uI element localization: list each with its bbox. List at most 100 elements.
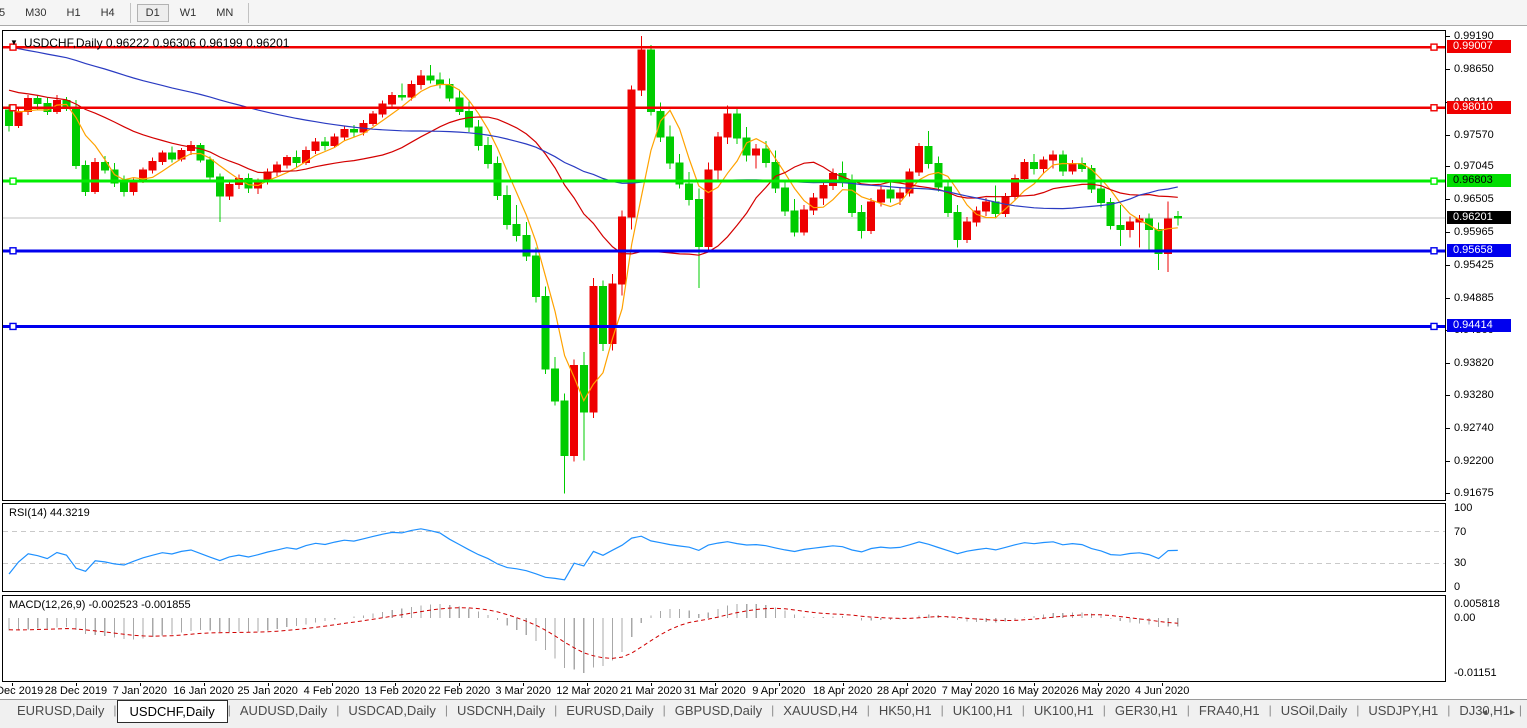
- support-line-0.95658-handle[interactable]: [1430, 247, 1438, 255]
- tab-usdjpy-h1[interactable]: USDJPY,H1: [1368, 703, 1439, 718]
- tab-separator: |: [866, 703, 870, 717]
- candle-body: [340, 129, 349, 138]
- chevron-down-icon[interactable]: ▼: [10, 38, 18, 47]
- rsi-tick-label: 70: [1454, 525, 1467, 538]
- price-tickmark: [1446, 36, 1450, 37]
- tab-separator: |: [1447, 703, 1451, 717]
- timeframe-d1[interactable]: D1: [136, 3, 169, 22]
- resistance-line-0.99007-handle[interactable]: [1430, 43, 1438, 51]
- date-tickmark: [778, 683, 780, 686]
- candle-body: [848, 181, 857, 213]
- candle-body: [646, 49, 655, 112]
- tab-usdchf-daily[interactable]: USDCHF,Daily: [116, 700, 228, 723]
- candle-body: [1039, 159, 1048, 170]
- rsi-chart: [3, 528, 1445, 581]
- timeframe-m5-clipped[interactable]: 5: [0, 6, 6, 19]
- candle-body: [100, 161, 109, 171]
- candle-body: [484, 144, 492, 165]
- candle-body: [206, 159, 215, 178]
- pivot-line-0.96803-handle[interactable]: [9, 177, 17, 185]
- resistance-line-0.98010-handle[interactable]: [1430, 104, 1438, 112]
- price-badge-0.98010: 0.98010: [1447, 100, 1511, 114]
- candle-body: [1154, 228, 1163, 255]
- candle-body: [694, 199, 703, 247]
- pivot-line-0.96803-handle[interactable]: [1430, 177, 1438, 185]
- tab-usdcnh-daily[interactable]: USDCNH,Daily: [456, 703, 546, 718]
- candle-body: [416, 75, 425, 86]
- price-tick-label: 0.91675: [1454, 487, 1494, 499]
- candle-body: [886, 189, 895, 199]
- date-tickmark: [587, 683, 589, 686]
- support-line-0.94414-handle[interactable]: [9, 322, 17, 331]
- tab-audusd-daily[interactable]: AUDUSD,Daily: [239, 703, 328, 718]
- macd-tick-label-zero: 0.00: [1454, 612, 1476, 625]
- candle-body: [493, 163, 502, 196]
- candle-body: [972, 210, 981, 223]
- tab-uk100-h1[interactable]: UK100,H1: [1033, 703, 1094, 718]
- support-line-0.95658-handle[interactable]: [9, 247, 17, 255]
- timeframe-w1[interactable]: W1: [179, 6, 197, 19]
- price-badge-0.96803: 0.96803: [1447, 174, 1511, 188]
- candle-body: [895, 192, 904, 199]
- macd-tick-label-top: 0.005818: [1454, 598, 1500, 610]
- tab-xauusd-h4[interactable]: XAUUSD,H4: [783, 703, 858, 718]
- resistance-line-0.98010-handle[interactable]: [9, 104, 17, 112]
- candle-body: [723, 113, 732, 138]
- candle-body: [598, 286, 607, 345]
- candle-body: [627, 89, 636, 218]
- candle-body: [685, 183, 694, 201]
- tab-ger30-h1[interactable]: GER30,H1: [1114, 703, 1178, 718]
- tab-eurusd-daily[interactable]: EURUSD,Daily: [566, 703, 654, 718]
- tab-usoil-daily[interactable]: USOil,Daily: [1280, 703, 1348, 718]
- candle-body: [445, 84, 454, 99]
- support-line-0.94414-handle[interactable]: [1430, 322, 1438, 331]
- resistance-line-0.99007-handle[interactable]: [9, 43, 17, 51]
- date-tick-label: 19 Dec 2019: [0, 685, 44, 697]
- tab-gbpusd-daily[interactable]: GBPUSD,Daily: [674, 703, 763, 718]
- toolbar-separator: [248, 2, 250, 23]
- tab-separator: |: [1186, 703, 1190, 717]
- candle-body: [474, 126, 483, 146]
- tab-uk100-h1[interactable]: UK100,H1: [952, 703, 1013, 718]
- macd-signal-line: [8, 607, 1178, 659]
- timeframe-h1[interactable]: H1: [66, 6, 81, 19]
- candle-body: [464, 110, 473, 128]
- candle-body: [282, 157, 291, 166]
- ma-fast-orange: [8, 83, 1178, 402]
- candle-body: [24, 98, 33, 112]
- price-badge-0.99007: 0.99007: [1447, 40, 1511, 54]
- candle-body: [656, 110, 665, 138]
- date-tick-label: 4 Feb 2020: [303, 685, 360, 697]
- tab-hk50-h1[interactable]: HK50,H1: [878, 703, 932, 718]
- candle-body: [915, 146, 924, 173]
- tab-eurusd-daily[interactable]: EURUSD,Daily: [17, 703, 105, 718]
- price-tick-label: 0.97570: [1454, 128, 1494, 141]
- candle-body: [1164, 218, 1173, 255]
- candle-body: [560, 400, 569, 457]
- tabs-scroll-left-icon[interactable]: ◂: [1481, 707, 1487, 718]
- tab-dj30-h1[interactable]: DJ30,H1: [1459, 703, 1510, 718]
- date-tickmark: [331, 683, 333, 686]
- date-tick-label: 22 Feb 2020: [428, 685, 491, 697]
- timeframe-mn[interactable]: MN: [216, 6, 234, 19]
- date-tick-label: 12 Mar 2020: [556, 685, 618, 697]
- candle-body: [579, 365, 588, 413]
- candle-body: [225, 183, 234, 197]
- tabs-scroll-right-icon[interactable]: ▸: [1509, 707, 1515, 718]
- rsi-tick-label: 100: [1454, 502, 1473, 514]
- date-tickmark: [139, 683, 141, 686]
- price-tick-label: 0.95425: [1454, 258, 1494, 271]
- candle-body: [273, 164, 282, 173]
- price-axis: 0.991900.986500.981100.975700.970450.965…: [1446, 30, 1527, 501]
- tab-fra40-h1[interactable]: FRA40,H1: [1198, 703, 1260, 718]
- timeframe-h4[interactable]: H4: [100, 6, 115, 19]
- candle-body: [1116, 225, 1125, 230]
- date-tickmark: [906, 683, 908, 686]
- date-tickmark: [267, 683, 269, 686]
- date-tick-label: 26 May 2020: [1066, 685, 1131, 697]
- timeframe-m30[interactable]: M30: [25, 6, 47, 19]
- date-tick-label: 16 May 2020: [1002, 685, 1067, 697]
- candle-body: [963, 221, 971, 241]
- tab-usdcad-daily[interactable]: USDCAD,Daily: [348, 703, 436, 718]
- candle-body: [570, 365, 579, 457]
